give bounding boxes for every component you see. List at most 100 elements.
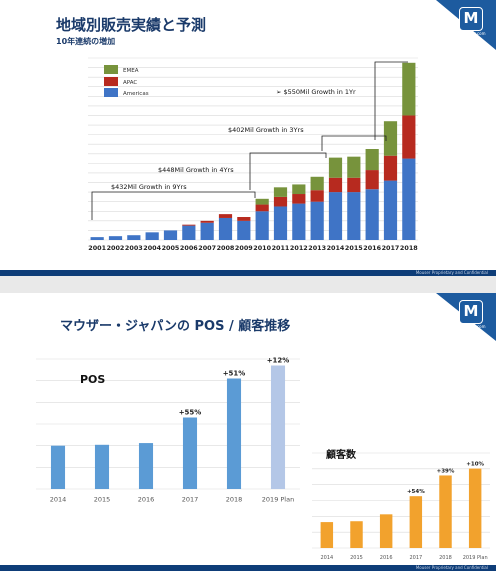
bar-apac-2009 [237,217,251,221]
bar-2019-Plan [270,365,286,489]
bar-2017 [182,417,198,489]
bar-americas-2017 [383,180,398,240]
bar-2016 [379,514,393,548]
data-label: +12% [267,357,290,365]
x-tick-label: 2009 [235,244,253,252]
x-tick-label: 2017 [182,496,199,504]
bar-apac-2014 [328,177,343,193]
bar-2015 [94,444,110,489]
data-label: +54% [407,489,425,495]
bar-emea-2014 [328,157,343,178]
bar-apac-2013 [310,190,324,202]
slide2-footer-text: Mouser Proprietary and Confidential [415,565,488,570]
slide1-footer-text: Mouser Proprietary and Confidential [415,270,488,275]
bar-emea-2011 [273,187,288,197]
bracket-3yrs [321,135,387,151]
bar-2017 [409,496,423,548]
slide1-subtitle: 10年連続の増加 [56,37,116,46]
x-tick-label: 2003 [125,244,143,252]
x-tick-label: 2005 [162,244,180,252]
bar-apac-2008 [218,214,233,218]
bar-2014 [50,445,66,489]
x-tick-label: 2016 [138,496,155,504]
bar-americas-2004 [145,232,159,240]
data-label: +51% [223,370,246,378]
bar-americas-2005 [163,230,178,240]
data-label: +10% [466,462,484,468]
slide-pos-customers: マウザー・ジャパンの POS / 顧客推移 M mouser.com 2014 2… [0,293,496,571]
x-tick-label: 2001 [88,244,106,252]
legend-label-emea: EMEA [123,68,139,74]
x-tick-label: 2014 [327,244,345,252]
bar-americas-2003 [127,235,141,240]
bar-emea-2018 [402,62,416,116]
bar-americas-2007 [200,222,214,240]
logo-domain: mouser.com [461,31,486,36]
regional-sales-chart: 2001 2002 2003 2004 2005 2006 2007 2008 2009 2010… [88,57,418,252]
bar-americas-2012 [292,203,306,240]
slide-separator [0,276,496,293]
x-tick-label: 2006 [180,244,198,252]
x-tick-label: 2004 [143,244,161,252]
bar-americas-2001 [90,237,104,240]
x-tick-label: 2013 [308,244,326,252]
x-tick-label: 2018 [400,244,418,252]
x-tick-label: 2018 [439,555,452,561]
slide-regional-sales: 地域別販売実績と予測 10年連続の増加 M mouser.com 2001 200… [0,0,496,276]
bracket-1yr [374,61,408,140]
bar-emea-2010 [255,198,269,205]
bar-2018 [226,378,242,489]
bar-apac-2012 [292,194,306,204]
x-tick-label: 2014 [320,555,333,561]
x-tick-label: 2015 [94,496,111,504]
bar-americas-2006 [182,225,196,240]
bar-americas-2013 [310,201,324,240]
bar-apac-2010 [255,204,269,212]
x-tick-label: 2002 [107,244,125,252]
x-tick-label: 2019 Plan [463,555,488,561]
x-tick-label: 2014 [50,496,67,504]
bar-americas-2014 [328,192,343,240]
bar-americas-2018 [402,158,416,240]
x-tick-label: 2015 [350,555,363,561]
x-tick-label: 2016 [380,555,393,561]
bar-americas-2010 [255,211,269,240]
chart-title: 顧客数 [326,448,357,461]
x-tick-label: 2018 [226,496,243,504]
slide2-footer-bar [0,565,496,571]
legend-label-apac: APAC [123,80,137,86]
logo-domain: mouser.com [461,324,486,329]
data-label: +55% [179,409,202,417]
bar-americas-2008 [218,217,233,240]
mouser-logo-icon: M [459,7,483,31]
bar-emea-2013 [310,176,324,191]
bar-americas-2009 [237,220,251,240]
bar-emea-2012 [292,184,306,195]
bar-emea-2015 [347,156,361,178]
x-tick-label: 2012 [290,244,308,252]
bracket-4yrs [249,152,327,190]
x-tick-label: 2011 [272,244,290,252]
bar-emea-2016 [365,149,379,171]
legend-label-americas: Americas [123,91,149,97]
annotation-4yrs: $448Mil Growth in 4Yrs [158,166,234,174]
legend-swatch-emea [104,65,118,74]
annotation-3yrs: $402Mil Growth in 3Yrs [228,126,304,134]
slide1-footer-bar [0,270,496,276]
annotation-9yrs: $432Mil Growth in 9Yrs [111,183,187,191]
slide1-title: 地域別販売実績と予測 [56,16,207,34]
bar-americas-2011 [273,206,288,240]
mouser-logo-icon: M [459,300,483,324]
bar-2019-Plan [468,468,482,548]
bar-emea-2017 [383,121,398,156]
x-tick-label: 2007 [198,244,216,252]
bar-americas-2015 [347,192,361,240]
x-tick-label: 2016 [363,244,381,252]
bar-2014 [320,522,334,548]
x-tick-label: 2008 [217,244,235,252]
bar-apac-2017 [383,155,398,181]
x-tick-label: 2010 [253,244,271,252]
annotation-1yr: ➢ $550Mil Growth in 1Yr [276,88,356,96]
bar-americas-2002 [108,236,123,240]
bar-apac-2018 [402,115,416,159]
